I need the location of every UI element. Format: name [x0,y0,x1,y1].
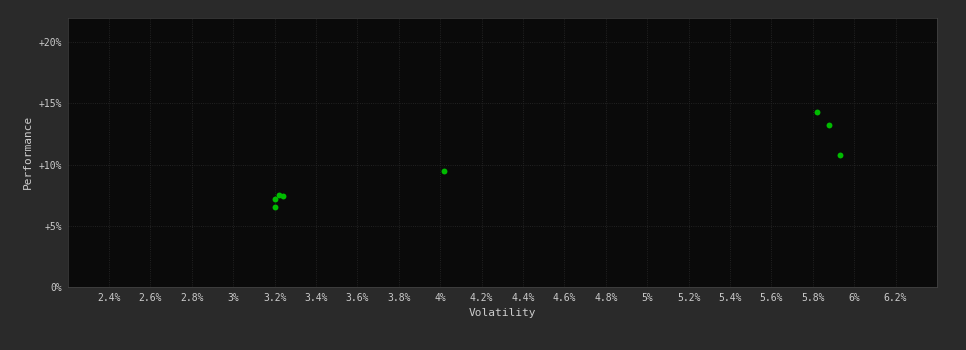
Point [437,168,452,174]
Point [267,204,282,210]
X-axis label: Volatility: Volatility [469,308,536,318]
Point [832,152,847,158]
Point [822,122,838,128]
Point [275,194,291,199]
Y-axis label: Performance: Performance [23,115,33,189]
Point [271,193,287,198]
Point [267,196,282,202]
Point [810,109,825,115]
